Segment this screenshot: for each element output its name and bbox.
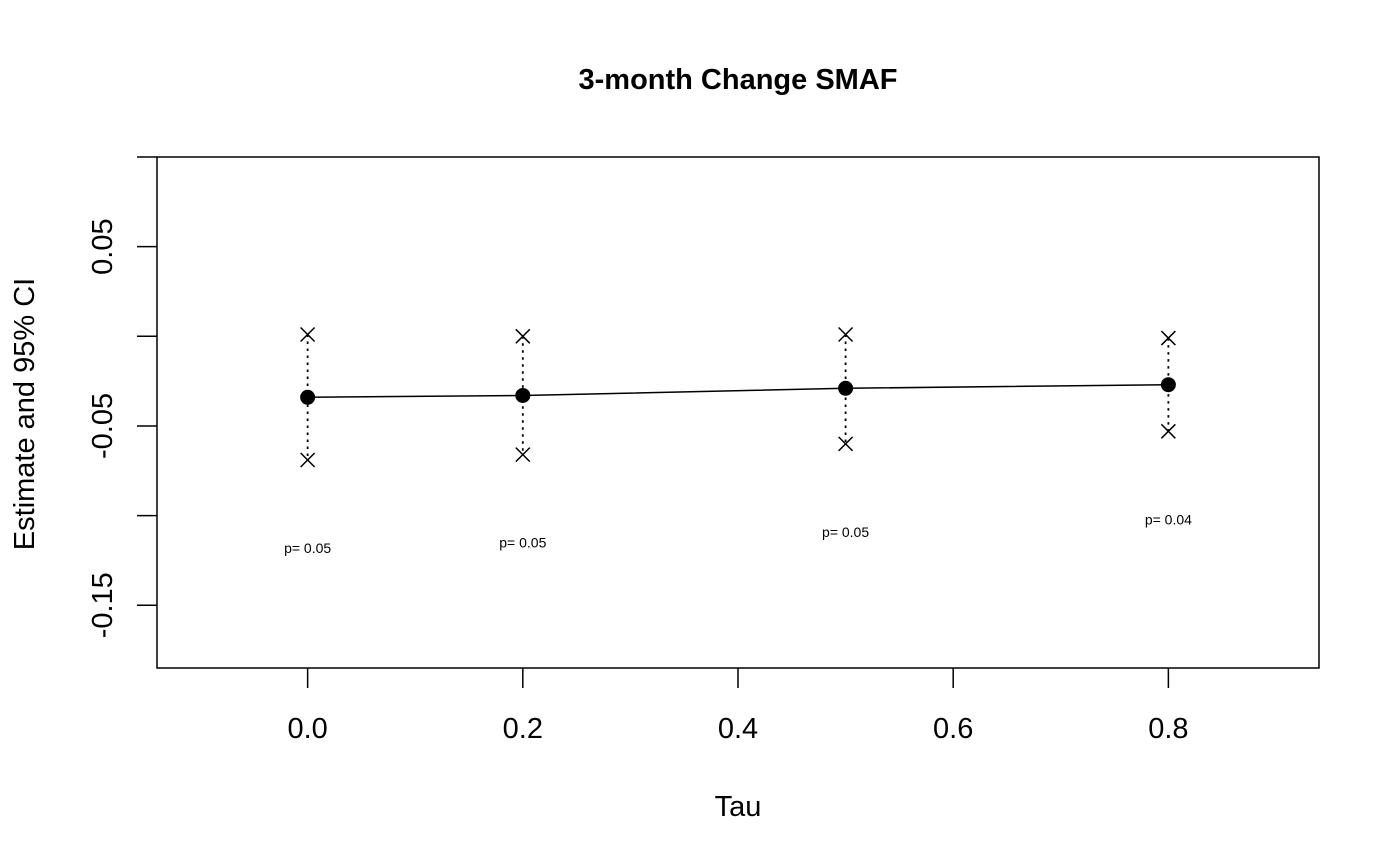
estimate-point	[838, 380, 854, 396]
y-tick-label: -0.15	[87, 572, 119, 638]
ci-upper-marker-stroke	[300, 326, 316, 343]
estimate-point	[515, 387, 531, 403]
ci-lower-marker	[515, 447, 531, 463]
x-tick-label: 0.0	[287, 713, 327, 745]
ci-lower-marker-stroke	[1160, 423, 1176, 439]
y-axis-label: Estimate and 95% CI	[9, 278, 41, 550]
p-value-label: p= 0.05	[822, 524, 869, 540]
p-value-label: p= 0.05	[499, 535, 546, 551]
x-tick-label: 0.8	[1148, 713, 1188, 745]
ci-upper-marker-stroke	[515, 328, 531, 344]
ci-lower-marker	[1160, 423, 1176, 439]
ci-lower-marker	[838, 436, 854, 452]
estimate-point	[300, 389, 316, 405]
chart-title: 3-month Change SMAF	[579, 64, 898, 96]
y-tick-label: 0.05	[87, 218, 119, 274]
series-group: p= 0.05 p= 0.05 p= 0.05 p= 0.04	[284, 326, 1192, 556]
ci-lower-marker-stroke	[300, 452, 316, 468]
x-tick-label: 0.4	[718, 713, 758, 745]
ci-lower-marker-stroke	[838, 436, 854, 452]
estimate-line	[307, 383, 1169, 399]
y-tick-label: -0.05	[87, 393, 119, 459]
ci-upper-marker	[300, 326, 316, 343]
ci-lower-marker-stroke	[515, 447, 531, 463]
ci-upper-marker-stroke	[838, 326, 854, 343]
p-value-label: p= 0.04	[1145, 511, 1192, 527]
x-tick-label: 0.2	[503, 713, 543, 745]
ci-lower-marker	[300, 452, 316, 468]
estimate-point	[1160, 377, 1176, 393]
ci-upper-marker	[515, 328, 531, 344]
y-axis: -0.15 -0.05 0.05	[87, 156, 157, 638]
x-axis: 0.0 0.2 0.4 0.6 0.8	[287, 668, 1189, 745]
p-value-label: p= 0.05	[284, 540, 331, 556]
x-tick-label: 0.6	[933, 713, 973, 745]
plot-frame	[156, 156, 1320, 669]
ci-upper-marker	[1160, 330, 1176, 346]
ci-upper-marker-stroke	[1160, 330, 1176, 346]
x-axis-label: Tau	[715, 791, 762, 823]
ci-upper-marker	[838, 326, 854, 343]
